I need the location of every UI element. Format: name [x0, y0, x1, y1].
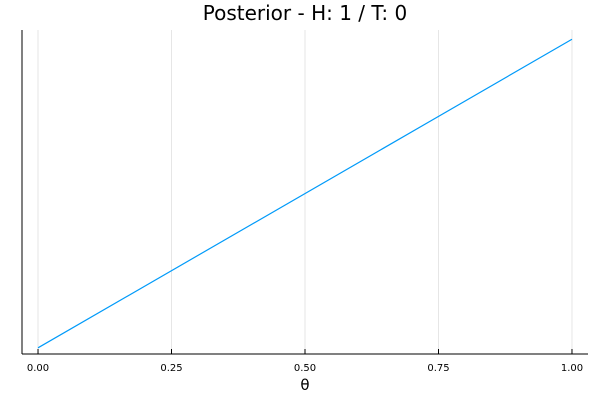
x-axis-label: θ [300, 376, 309, 394]
grid-lines [37, 30, 573, 354]
x-tick-label-3: 0.75 [427, 363, 449, 374]
x-tick-label-4: 1.00 [561, 363, 583, 374]
series-line-0 [37, 38, 573, 349]
x-tick-label-1: 0.25 [160, 363, 182, 374]
x-tick-label-0: 0.00 [27, 363, 49, 374]
x-tick-label-2: 0.50 [294, 363, 316, 374]
chart-title: Posterior - H: 1 / T: 0 [203, 1, 407, 25]
x-axis-ticks: 0.00 0.25 0.50 0.75 1.00 [27, 349, 583, 374]
series [37, 38, 573, 349]
